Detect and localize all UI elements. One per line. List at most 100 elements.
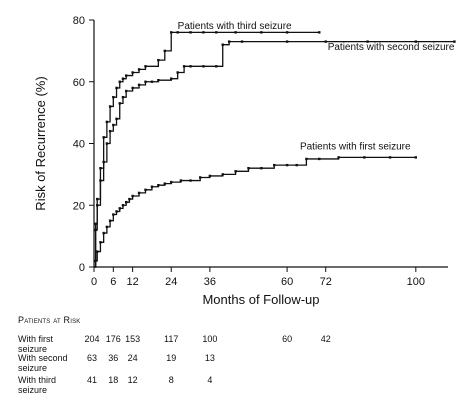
axes: 0 20 40 60 80 0 6 12 24 36 60 72 100 Months of Follow… bbox=[33, 15, 448, 307]
series-2-point bbox=[105, 142, 109, 145]
x-tick-label: 6 bbox=[110, 276, 116, 288]
series-label-1: Patients with first seizure bbox=[300, 142, 411, 153]
series-1-point bbox=[124, 200, 128, 204]
x-tick-label: 0 bbox=[91, 276, 97, 288]
series-3-point bbox=[137, 68, 141, 71]
series-1-point bbox=[305, 157, 308, 161]
series-3-point bbox=[202, 31, 205, 34]
series-2-point bbox=[144, 80, 147, 83]
series-2-point bbox=[94, 222, 97, 225]
series-1-point bbox=[199, 176, 202, 179]
series-1-point bbox=[260, 167, 263, 170]
series-1-point bbox=[221, 173, 224, 176]
series-3-point bbox=[94, 228, 97, 232]
series-1-point bbox=[388, 156, 392, 159]
y-tick-label: 0 bbox=[79, 262, 85, 274]
x-tick-label: 12 bbox=[126, 276, 138, 288]
series-2-point bbox=[453, 40, 456, 43]
series-1-point bbox=[234, 170, 237, 173]
series-3-point bbox=[285, 31, 289, 34]
series-line-1 bbox=[94, 156, 416, 268]
series-3-point bbox=[115, 86, 118, 90]
x-tick-label: 24 bbox=[165, 276, 177, 288]
series-3-point bbox=[318, 31, 321, 34]
series-1-point bbox=[295, 163, 298, 167]
series-3-point bbox=[108, 105, 112, 108]
series-1-point bbox=[337, 156, 340, 159]
series-2-point bbox=[182, 65, 186, 68]
series-3-point bbox=[144, 65, 147, 68]
series-2-point bbox=[176, 71, 179, 74]
series-3-point bbox=[176, 31, 179, 34]
series-lines bbox=[94, 31, 456, 268]
series-3-point bbox=[102, 136, 105, 139]
x-axis-title: Months of Follow-up bbox=[202, 292, 319, 307]
series-1-point bbox=[102, 231, 105, 235]
series-1-point bbox=[170, 180, 173, 184]
series-2-point bbox=[324, 40, 327, 43]
series-3-point bbox=[99, 167, 102, 170]
series-2-point bbox=[366, 40, 369, 43]
series-2-point bbox=[227, 40, 231, 43]
series-2-point bbox=[121, 95, 125, 99]
series-1-point bbox=[108, 219, 112, 222]
series-3-point bbox=[215, 31, 218, 34]
series-2-point bbox=[170, 77, 173, 80]
series-1-point bbox=[105, 225, 109, 229]
series-1-point bbox=[189, 179, 192, 182]
series-2-point bbox=[137, 83, 141, 87]
y-axis-title: Risk of Recurrence (%) bbox=[33, 76, 48, 210]
series-3-point bbox=[170, 31, 173, 34]
series-2-point bbox=[202, 65, 205, 68]
series-line-2 bbox=[94, 40, 455, 268]
series-label-3: Patients with third seizure bbox=[178, 21, 292, 32]
series-3-point bbox=[189, 31, 192, 34]
series-2-point bbox=[240, 40, 244, 43]
x-tick-label: 60 bbox=[281, 276, 293, 288]
series-3-point bbox=[118, 80, 121, 83]
x-tick-label: 72 bbox=[320, 276, 332, 288]
series-1-point bbox=[285, 163, 289, 167]
series-1-point bbox=[112, 213, 115, 216]
series-3-point bbox=[105, 120, 109, 124]
series-2-point bbox=[124, 89, 128, 93]
series-2-point bbox=[285, 40, 289, 43]
series-3-point bbox=[234, 31, 237, 34]
series-1-point bbox=[144, 188, 147, 192]
series-1-point bbox=[99, 241, 102, 244]
series-2-point bbox=[112, 123, 115, 127]
series-line-3 bbox=[94, 31, 320, 268]
series-labels: Patients with third seizure Patients with… bbox=[178, 21, 455, 153]
x-tick-label: 100 bbox=[407, 276, 425, 288]
series-1-point bbox=[128, 197, 131, 201]
series-2-point bbox=[118, 102, 121, 105]
series-2-point bbox=[189, 65, 192, 68]
y-tick-label: 20 bbox=[73, 200, 85, 212]
series-1-point bbox=[363, 156, 366, 159]
series-1-point bbox=[96, 250, 99, 253]
series-2-point bbox=[115, 117, 118, 120]
series-3-point bbox=[124, 74, 128, 77]
y-tick-label: 40 bbox=[73, 139, 85, 151]
series-3-point bbox=[131, 71, 134, 74]
series-2-point bbox=[221, 43, 224, 46]
series-3-point bbox=[157, 58, 160, 62]
series-label-2: Patients with second seizure bbox=[328, 42, 455, 53]
series-1-point bbox=[157, 183, 160, 187]
series-1-point bbox=[273, 163, 276, 167]
series-2-point bbox=[414, 40, 418, 43]
series-1-point bbox=[115, 210, 118, 213]
series-3-point bbox=[96, 197, 99, 201]
series-3-point bbox=[112, 95, 115, 99]
series-2-point bbox=[157, 79, 160, 82]
series-1-point bbox=[118, 207, 121, 210]
series-2-point bbox=[108, 129, 112, 133]
series-1-point bbox=[247, 167, 250, 170]
y-tick-label: 60 bbox=[73, 77, 85, 89]
series-3-point bbox=[260, 31, 263, 34]
series-1-point bbox=[137, 191, 141, 195]
y-tick-label: 80 bbox=[73, 15, 85, 27]
x-tick-label: 36 bbox=[204, 276, 216, 288]
series-1-point bbox=[179, 179, 183, 182]
series-1-point bbox=[163, 182, 166, 185]
